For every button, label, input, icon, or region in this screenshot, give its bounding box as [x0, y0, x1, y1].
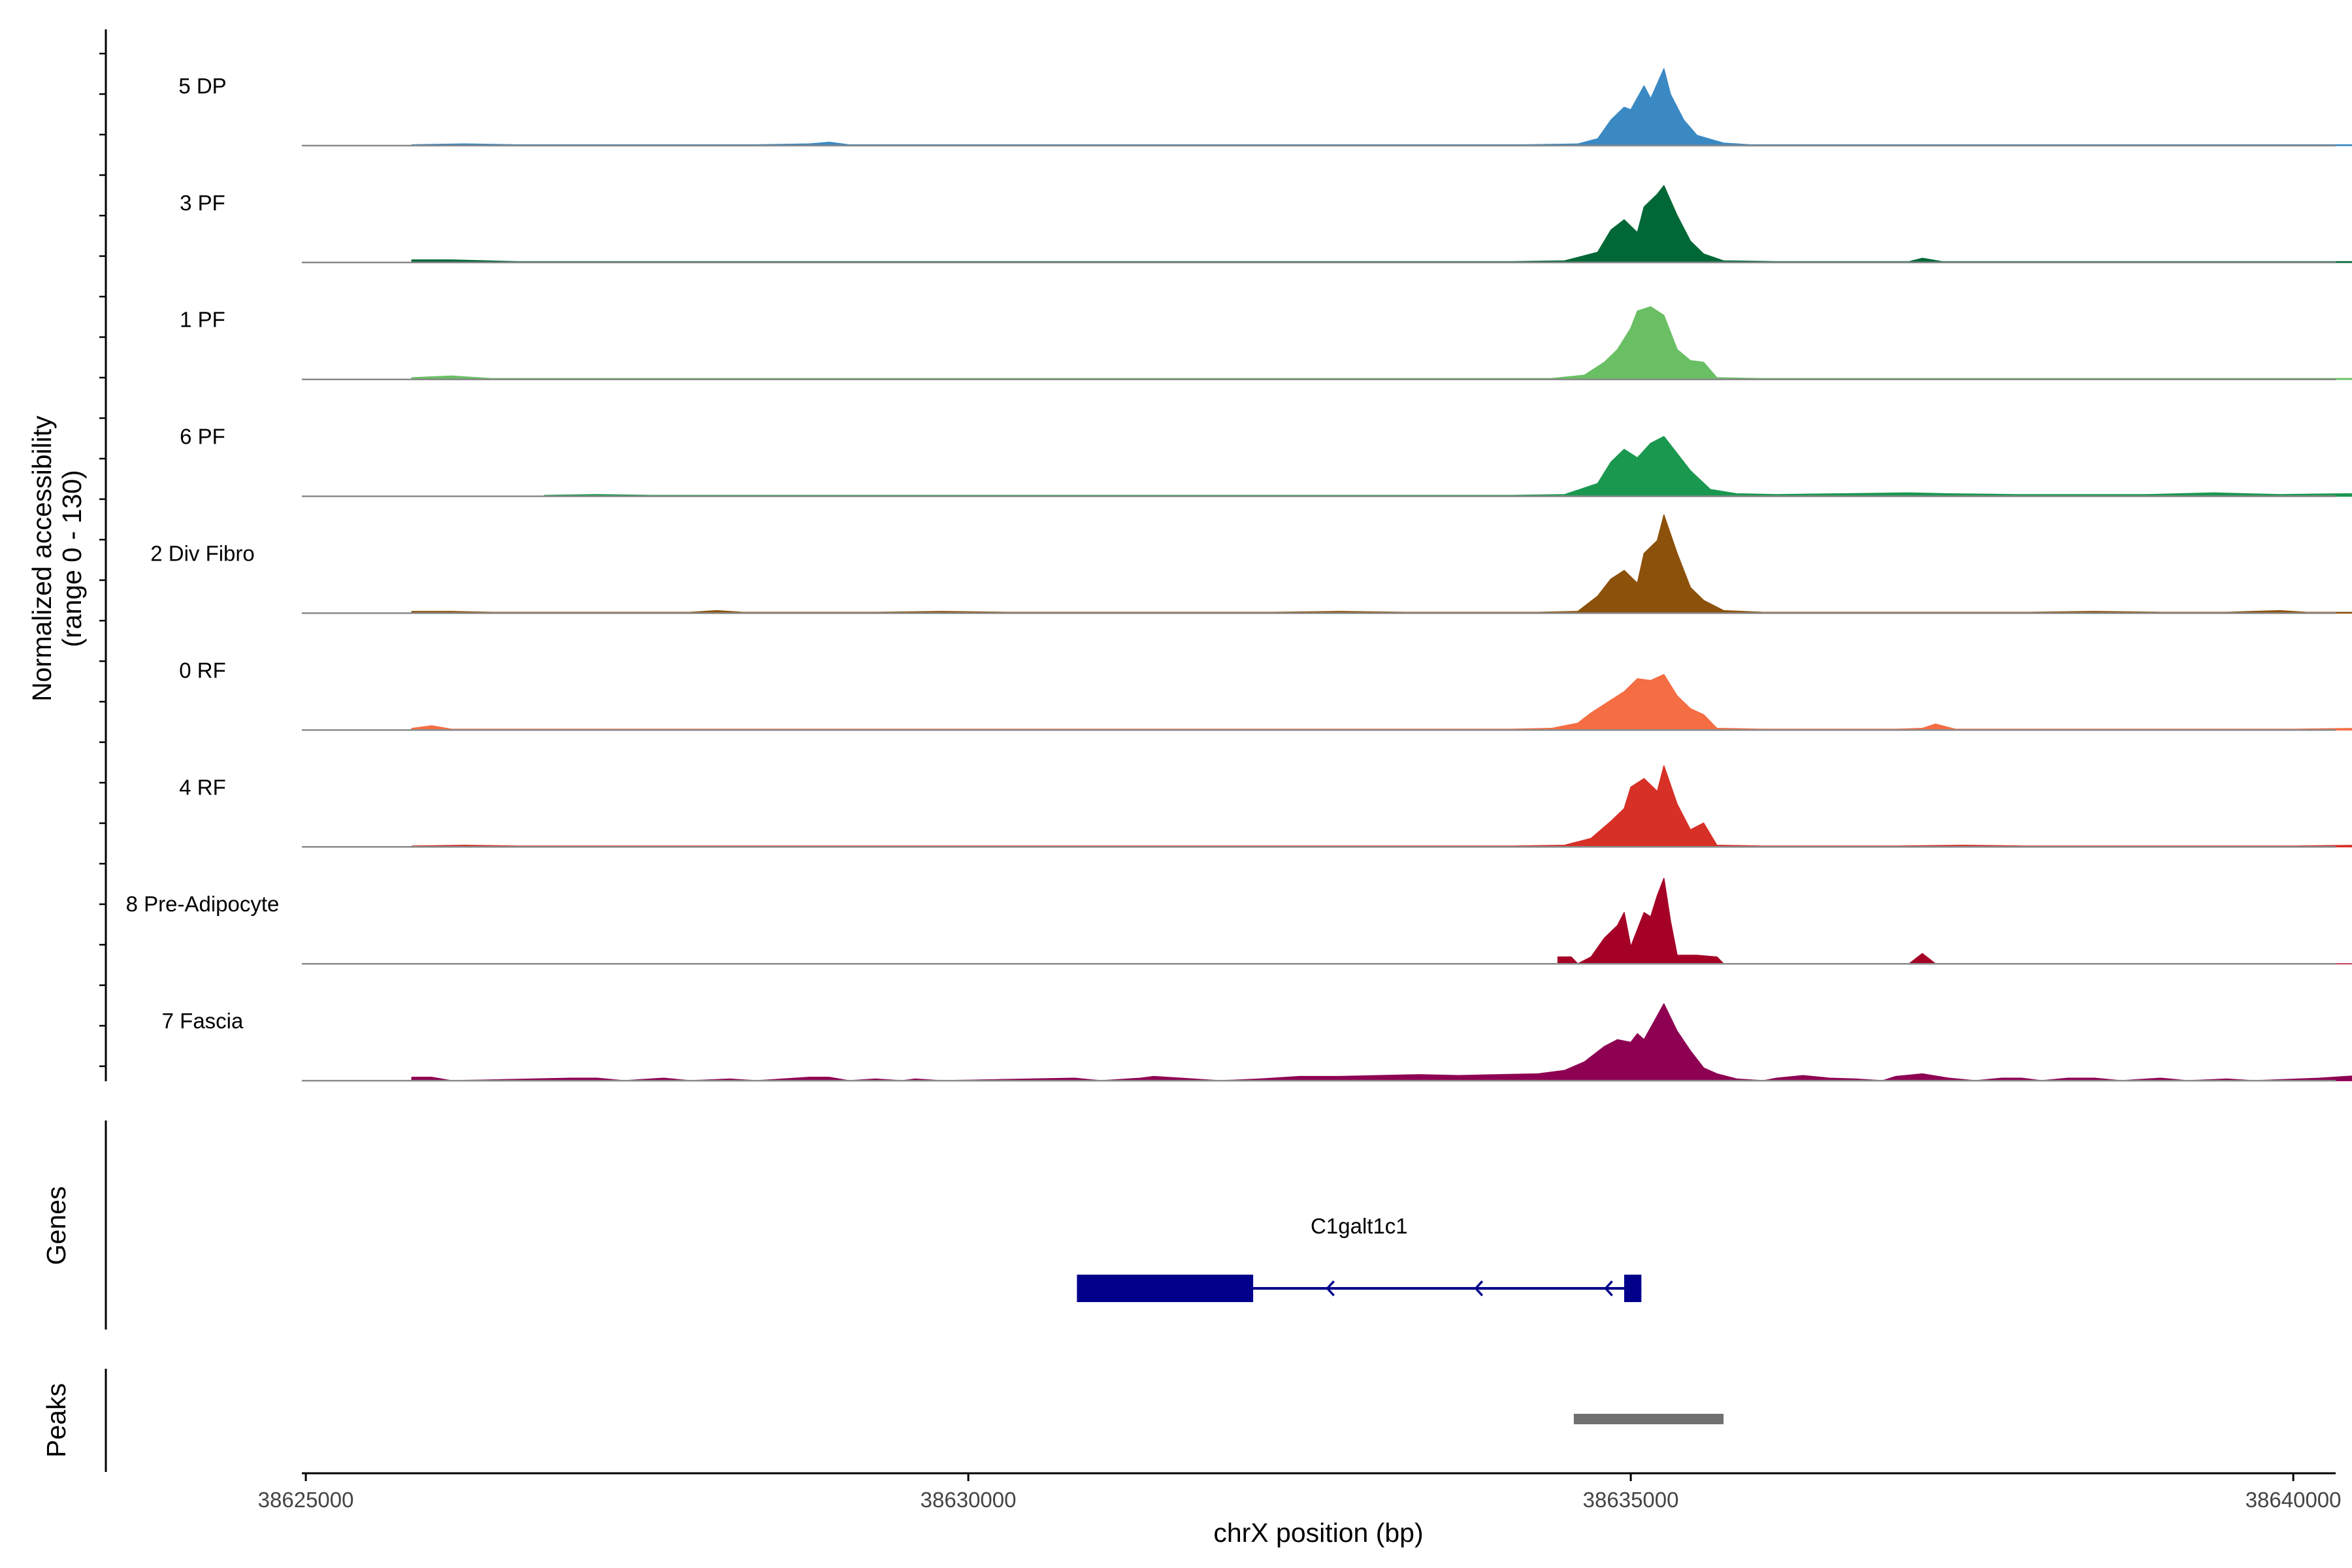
track-4: 2 Div Fibro	[150, 514, 2352, 614]
track-label-3: 6 PF	[180, 425, 225, 449]
x-tick-label-1: 38630000	[921, 1488, 1017, 1512]
track-area-4	[411, 514, 2352, 614]
x-axis-ticks: 38625000 38630000 38635000 38640000	[258, 1473, 2342, 1512]
track-area-8	[411, 1003, 2352, 1081]
track-label-7: 8 Pre-Adipocyte	[126, 892, 280, 916]
genes-panel-label: Genes	[41, 1186, 71, 1266]
track-8: 7 Fascia	[162, 1003, 2352, 1082]
track-area-0	[411, 68, 2352, 146]
coverage-y-axis-ticks	[99, 52, 106, 1068]
y-axis-label-line1: Normalized accessibility	[27, 416, 57, 702]
track-label-8: 7 Fascia	[162, 1009, 244, 1033]
track-6: 4 RF	[179, 765, 2352, 848]
peaks-panel-label: Peaks	[41, 1383, 71, 1458]
peak-annotation	[1573, 1414, 1724, 1424]
track-label-5: 0 RF	[179, 658, 226, 682]
x-tick-label-0: 38625000	[258, 1488, 354, 1512]
y-axis-label-line2: (range 0 - 130)	[57, 470, 87, 647]
track-label-6: 4 RF	[179, 775, 226, 799]
x-tick-label-3: 38640000	[2246, 1488, 2342, 1512]
track-area-1	[411, 185, 2352, 263]
track-area-6	[411, 765, 2352, 848]
track-area-7	[1557, 877, 2352, 964]
track-1: 3 PF	[180, 185, 2352, 264]
gene-annotation: C1galt1c1	[1077, 1214, 1642, 1302]
track-label-4: 2 Div Fibro	[150, 542, 255, 566]
strand-arrow-0	[1326, 1280, 1335, 1297]
gene-exon-0	[1077, 1275, 1254, 1302]
track-area-3	[544, 436, 2352, 497]
track-area-2	[411, 306, 2352, 380]
coverage-tracks: 5 DP 3 PF 1 PF 6 PF 2 Div Fibro 0 RF 4 RF 8 Pre…	[126, 68, 2352, 1082]
strand-arrow-1	[1474, 1280, 1484, 1297]
track-7: 8 Pre-Adipocyte	[126, 877, 2352, 965]
gene-name-label: C1galt1c1	[1311, 1214, 1408, 1238]
x-tick-label-2: 38635000	[1583, 1488, 1679, 1512]
track-2: 1 PF	[180, 306, 2352, 380]
peak-0	[1573, 1414, 1724, 1424]
track-0: 5 DP	[178, 68, 2352, 147]
track-area-5	[411, 674, 2352, 731]
track-3: 6 PF	[180, 425, 2352, 497]
track-label-0: 5 DP	[178, 74, 226, 98]
track-5: 0 RF	[179, 658, 2352, 731]
strand-arrow-2	[1604, 1280, 1613, 1297]
track-label-2: 1 PF	[180, 308, 225, 332]
gene-exon-1	[1624, 1275, 1642, 1302]
track-label-1: 3 PF	[180, 191, 225, 215]
x-axis-label: chrX position (bp)	[1213, 1518, 1423, 1548]
